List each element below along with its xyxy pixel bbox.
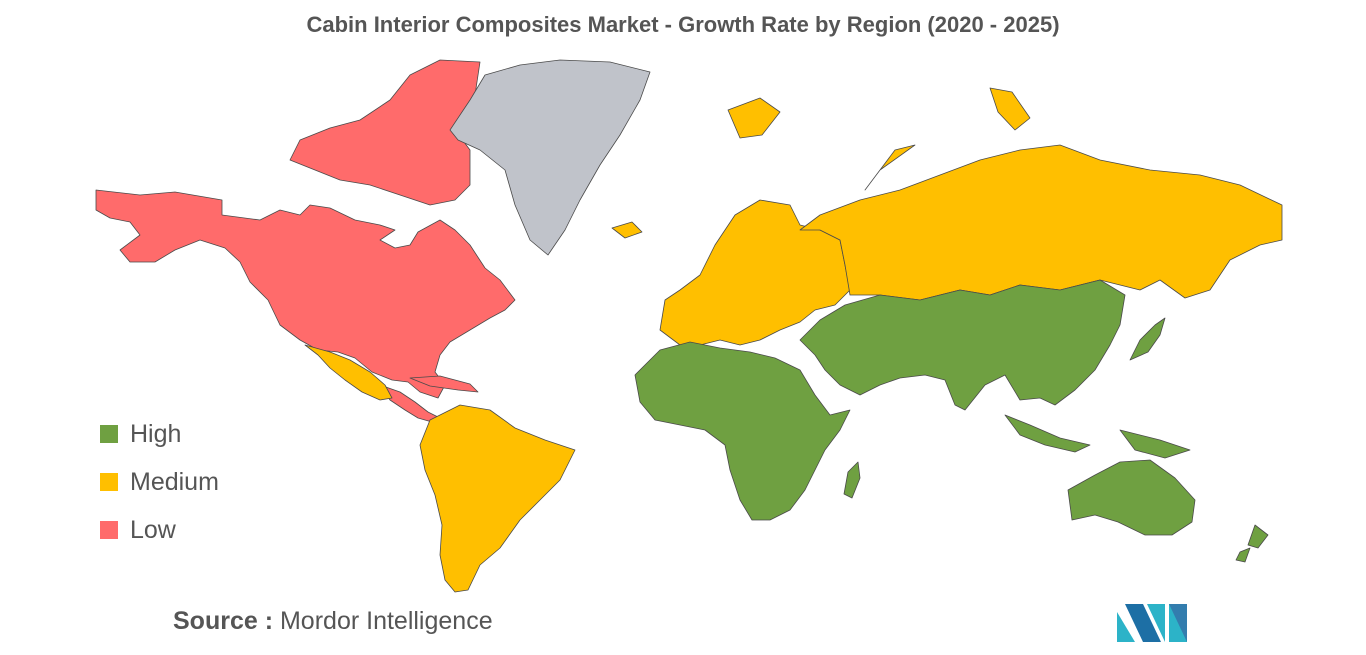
region-iceland-scandinavia-isles xyxy=(611,87,1031,239)
source-value: Mordor Intelligence xyxy=(279,607,493,635)
region-japan xyxy=(1129,317,1166,361)
legend-swatch-low xyxy=(100,521,118,539)
region-middle-east-asia xyxy=(799,279,1126,411)
region-arctic-islands xyxy=(289,59,481,206)
region-new-zealand xyxy=(1235,524,1269,563)
region-australia xyxy=(1067,459,1196,536)
legend-item-high: High xyxy=(100,410,219,458)
legend: High Medium Low xyxy=(100,410,219,554)
legend-item-low: Low xyxy=(100,506,219,554)
region-madagascar xyxy=(843,461,861,499)
source-key: Source : xyxy=(173,607,274,635)
legend-label: Medium xyxy=(130,467,219,496)
legend-swatch-high xyxy=(100,425,118,443)
chart-title: Cabin Interior Composites Market - Growt… xyxy=(306,12,1060,37)
region-southeast-asia xyxy=(1004,414,1191,459)
legend-label: Low xyxy=(130,515,176,544)
region-africa xyxy=(634,341,851,521)
region-greenland xyxy=(449,59,651,256)
region-mexico xyxy=(304,344,393,401)
region-caribbean xyxy=(409,375,479,393)
legend-item-medium: Medium xyxy=(100,458,219,506)
legend-swatch-medium xyxy=(100,473,118,491)
mordor-intelligence-logo xyxy=(1117,604,1187,642)
source-note: Source : Mordor Intelligence xyxy=(173,607,493,636)
legend-label: High xyxy=(130,419,182,448)
region-north-america xyxy=(95,189,516,399)
region-russia xyxy=(799,144,1283,301)
region-south-america xyxy=(419,404,576,593)
